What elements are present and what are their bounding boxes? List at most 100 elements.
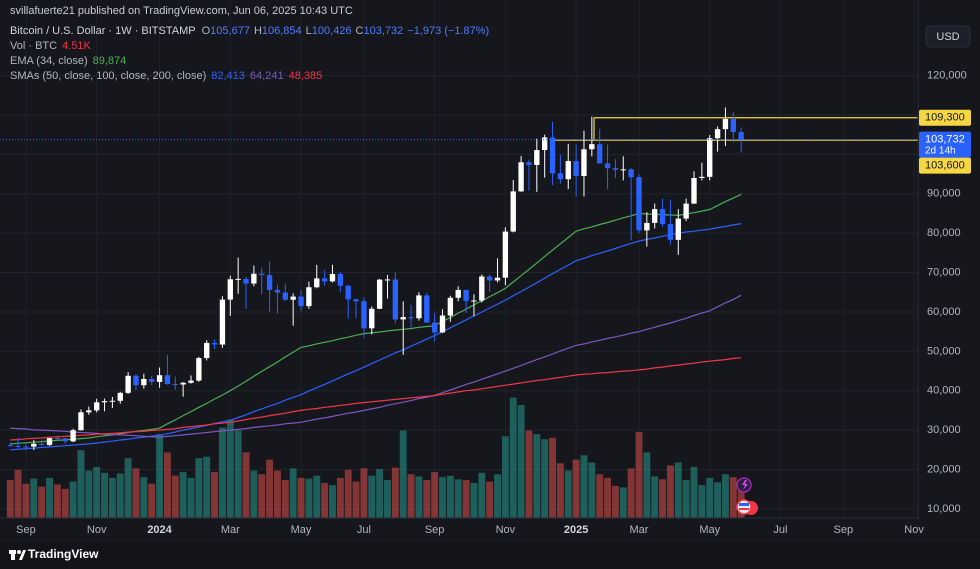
volume-bar <box>329 485 336 518</box>
candle-body <box>636 177 642 231</box>
candle-body <box>620 169 626 171</box>
candle-body <box>7 445 13 447</box>
x-tick-label: Nov <box>904 524 924 536</box>
candle-body <box>628 169 634 178</box>
volume-bar <box>525 430 533 518</box>
candle-body <box>510 191 516 232</box>
candle-body <box>722 118 729 130</box>
candle-body <box>211 342 218 345</box>
volume-bar <box>218 427 226 518</box>
volume-bar <box>124 458 132 518</box>
volume-bar <box>14 469 22 518</box>
candle-body <box>259 273 265 276</box>
volume-bar <box>470 482 478 518</box>
quote-value: 100,426 <box>311 25 352 37</box>
volume-bar <box>549 437 556 518</box>
volume-bar <box>273 470 281 518</box>
price-tag <box>919 109 971 126</box>
x-tick-label: Jul <box>357 524 371 536</box>
y-tick-label: 80,000 <box>927 227 961 239</box>
candle-body <box>329 273 336 282</box>
volume-bar <box>706 477 714 518</box>
volume-bar <box>46 477 53 518</box>
event-icon <box>739 503 749 506</box>
volume-bar <box>226 419 234 518</box>
volume-bar <box>666 465 674 518</box>
drawing <box>555 117 918 141</box>
volume-bar <box>423 480 431 518</box>
candle-body <box>62 438 68 442</box>
event-icon <box>742 480 748 490</box>
candle-body <box>361 301 367 329</box>
volume-bar <box>729 477 737 518</box>
volume-bar <box>156 434 164 518</box>
candle-body <box>251 273 257 284</box>
volume-bar <box>258 474 266 518</box>
volume-bar <box>38 486 46 518</box>
candle-body <box>581 149 587 177</box>
volume-bar <box>407 474 415 518</box>
price-tag-label: 103,732 <box>925 134 965 146</box>
currency-button[interactable] <box>925 25 971 48</box>
brand-name: TradingView <box>28 547 99 561</box>
y-tick-label: 90,000 <box>927 188 961 200</box>
volume-bar <box>305 478 313 518</box>
volume-bar <box>494 474 501 518</box>
candle-body <box>392 279 399 320</box>
price-tag-label: 109,300 <box>925 112 965 124</box>
candle-body <box>439 315 446 333</box>
volume-bar <box>651 476 659 518</box>
indicator-label: EMA (34, close) <box>10 55 88 67</box>
candle-body <box>652 209 658 223</box>
volume-bar <box>604 477 612 518</box>
volume-bar <box>140 477 148 518</box>
volume-bar <box>297 477 305 518</box>
candle-body <box>94 402 100 411</box>
candle-body <box>738 132 744 140</box>
x-tick-label: Jul <box>773 524 787 536</box>
candle-body <box>314 278 320 288</box>
candle-body <box>369 308 375 329</box>
candle-body <box>573 161 579 177</box>
candle-body <box>408 317 414 319</box>
candle-body <box>196 358 202 381</box>
volume-bar <box>203 456 211 518</box>
volume-bar <box>132 468 140 518</box>
volume-bar <box>541 439 549 518</box>
currency-label: USD <box>936 31 959 43</box>
candle-body <box>164 375 171 385</box>
candle-body <box>306 287 312 307</box>
volume-bar <box>360 468 368 518</box>
quote-key: H <box>253 25 262 37</box>
volume-bar <box>266 459 274 518</box>
axis-labels: 10,000 20,000 30,000 40,000 50,000 60,000 70,0… <box>16 69 971 536</box>
candle-body <box>565 161 571 180</box>
price-tag <box>919 131 971 158</box>
volume-bar <box>659 479 667 518</box>
candle-body <box>156 375 163 382</box>
x-tick-label: Nov <box>87 524 107 536</box>
candle-body <box>219 299 226 345</box>
indicator-line: EMA (34, close) 89,874 <box>10 55 493 70</box>
volume-bar <box>321 482 329 518</box>
volume-bar <box>116 473 124 518</box>
volume-bar <box>517 404 525 518</box>
price-tag-label: 103,600 <box>925 160 965 172</box>
candle-body <box>659 209 666 225</box>
volume-bar <box>478 472 486 518</box>
x-tick-label: Nov <box>496 524 516 536</box>
candle-body <box>235 278 241 280</box>
volume-bar <box>533 434 541 518</box>
candle-body <box>125 375 131 393</box>
candle-body <box>141 378 147 386</box>
volume-bar <box>281 480 289 518</box>
candle-body <box>109 400 116 402</box>
volume-bar <box>376 469 384 518</box>
volume-bar <box>352 481 360 518</box>
volume-bar <box>163 452 171 518</box>
volume-bar <box>415 476 423 518</box>
candle-body <box>549 137 556 174</box>
candle-body <box>534 150 540 166</box>
volume-bar <box>698 485 706 518</box>
indicator-value: 82,413 <box>211 70 245 82</box>
